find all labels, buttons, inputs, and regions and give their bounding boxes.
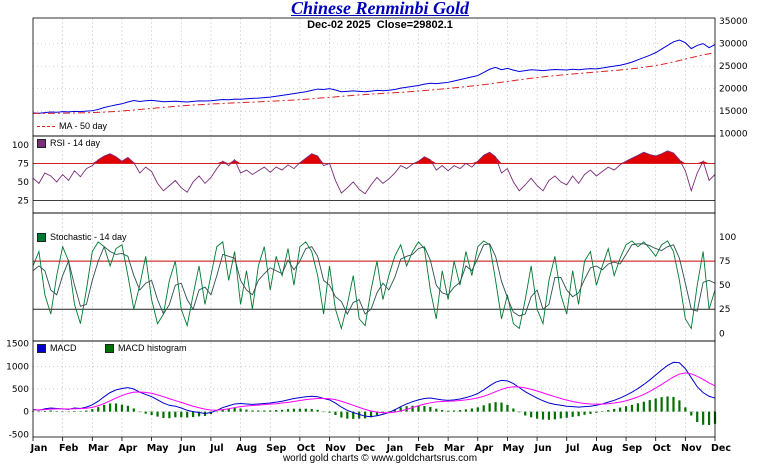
svg-text:50: 50 xyxy=(18,178,30,188)
svg-text:25000: 25000 xyxy=(719,62,748,72)
legend-stochastic-label: Stochastic - 14 day xyxy=(50,232,127,242)
ma-dashed-line-sample xyxy=(37,125,55,127)
rsi-overbought-fill xyxy=(33,150,715,164)
svg-text:Apr: Apr xyxy=(474,443,493,454)
svg-text:25: 25 xyxy=(719,305,730,315)
svg-text:100: 100 xyxy=(12,141,29,151)
page-title: Chinese Renminbi Gold xyxy=(290,0,470,18)
CNY gold close xyxy=(32,39,716,114)
MACD signal xyxy=(32,372,716,414)
stochastic %K xyxy=(32,240,716,331)
macd-histogram-color-swatch xyxy=(105,343,114,353)
svg-text:15000: 15000 xyxy=(719,107,748,117)
svg-text:500: 500 xyxy=(12,385,29,395)
svg-text:20000: 20000 xyxy=(719,85,748,95)
svg-text:Oct: Oct xyxy=(297,443,316,454)
svg-text:35000: 35000 xyxy=(719,17,748,27)
svg-text:50: 50 xyxy=(719,281,731,291)
svg-text:Jun: Jun xyxy=(534,443,552,454)
macd-color-swatch xyxy=(37,343,46,353)
svg-text:Sep: Sep xyxy=(622,443,642,454)
legend-macd: MACD xyxy=(37,343,77,353)
x-axis: Jan Feb Mar Apr May Jun Jul Aug Sep Oct Nov Dec Jan F… xyxy=(30,437,731,454)
legend-stochastic: Stochastic - 14 day xyxy=(37,232,127,242)
svg-text:0: 0 xyxy=(23,408,29,418)
stoch-panel: 0 25 50 75 100 xyxy=(32,212,736,342)
svg-text:Jun: Jun xyxy=(178,443,196,454)
RSI - 14 day xyxy=(32,150,716,195)
svg-text:Feb: Feb xyxy=(415,443,435,454)
chart-subtitle: Dec-02 2025 Close=29802.1 xyxy=(307,19,453,31)
svg-text:Nov: Nov xyxy=(681,443,702,454)
MACD xyxy=(32,361,716,418)
stochastic-color-swatch xyxy=(37,232,46,242)
svg-text:Sep: Sep xyxy=(266,443,286,454)
svg-text:100: 100 xyxy=(719,233,736,243)
svg-text:Mar: Mar xyxy=(444,443,465,454)
svg-text:Jan: Jan xyxy=(30,443,48,454)
legend-rsi-label: RSI - 14 day xyxy=(50,138,101,148)
svg-text:May: May xyxy=(147,443,170,454)
rsi-color-swatch xyxy=(37,138,46,148)
copyright-footer: world gold charts © www.goldchartsrus.co… xyxy=(282,453,478,464)
svg-text:Dec: Dec xyxy=(711,443,731,454)
svg-text:Nov: Nov xyxy=(325,443,346,454)
svg-text:30000: 30000 xyxy=(719,40,748,50)
svg-text:1500: 1500 xyxy=(6,340,29,350)
legend-macd-histogram-label: MACD histogram xyxy=(118,343,187,353)
svg-text:Aug: Aug xyxy=(236,443,257,454)
legend-ma-label: MA - 50 day xyxy=(59,121,108,131)
legend-macd-label: MACD xyxy=(50,343,77,353)
legend-macd-histogram: MACD histogram xyxy=(105,343,187,353)
svg-text:Jul: Jul xyxy=(209,443,224,454)
rsi-panel: 25 50 75 100 xyxy=(12,135,716,214)
svg-text:Jan: Jan xyxy=(385,443,403,454)
svg-text:10000: 10000 xyxy=(719,130,748,140)
price-panel: 10000 15000 20000 25000 30000 35000 xyxy=(32,17,748,140)
legend-rsi: RSI - 14 day xyxy=(37,138,100,148)
svg-text:Mar: Mar xyxy=(88,443,109,454)
legend-ma-50day: MA - 50 day xyxy=(37,121,107,131)
svg-text:Oct: Oct xyxy=(653,443,672,454)
svg-text:Dec: Dec xyxy=(355,443,375,454)
svg-text:Feb: Feb xyxy=(59,443,79,454)
stochastic %D xyxy=(32,243,716,317)
svg-text:-500: -500 xyxy=(9,430,30,440)
macd-histogram-bars xyxy=(31,396,717,425)
svg-text:Aug: Aug xyxy=(592,443,613,454)
svg-text:0: 0 xyxy=(719,329,725,339)
svg-text:1000: 1000 xyxy=(6,362,29,372)
svg-text:75: 75 xyxy=(18,159,29,169)
svg-text:Apr: Apr xyxy=(119,443,138,454)
MA - 50 day xyxy=(32,52,716,114)
svg-text:25: 25 xyxy=(18,196,29,206)
month-gridlines xyxy=(32,18,716,437)
svg-text:Jul: Jul xyxy=(565,443,580,454)
macd-panel: -500 0 500 1000 1500 xyxy=(6,340,717,440)
svg-text:May: May xyxy=(503,443,526,454)
svg-text:75: 75 xyxy=(719,257,730,267)
